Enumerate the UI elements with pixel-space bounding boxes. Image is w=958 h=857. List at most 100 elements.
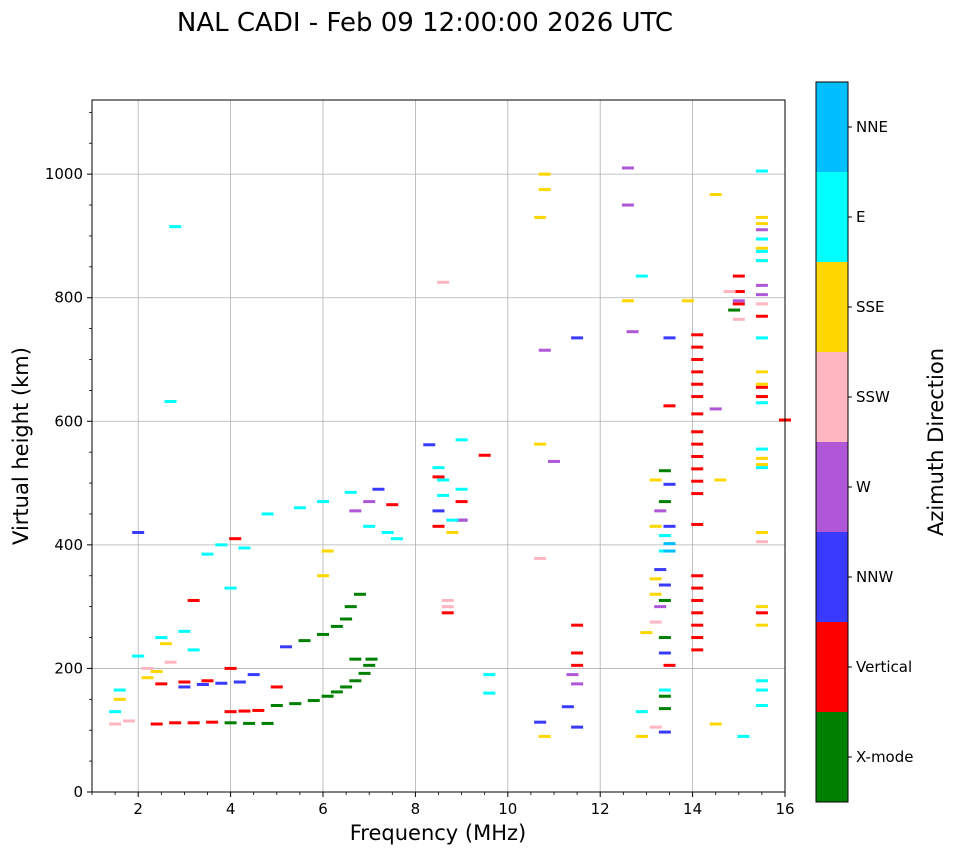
data-point-w bbox=[654, 605, 667, 609]
data-point-vertical bbox=[201, 679, 214, 683]
data-point-x-mode bbox=[658, 469, 671, 473]
data-point-e bbox=[390, 537, 403, 541]
data-point-e bbox=[344, 490, 357, 494]
data-point-e bbox=[261, 512, 274, 516]
data-point-nnw bbox=[233, 680, 246, 684]
data-point-x-mode bbox=[349, 657, 362, 661]
data-point-e bbox=[755, 704, 768, 707]
colorbar-label-nne: NNE bbox=[856, 118, 888, 136]
data-point-nnw bbox=[280, 645, 293, 649]
data-point-e bbox=[755, 401, 768, 405]
data-point-e bbox=[755, 688, 768, 692]
y-axis-label: Virtual height (km) bbox=[9, 347, 33, 545]
data-point-vertical bbox=[755, 611, 768, 615]
data-point-e bbox=[446, 518, 459, 522]
data-point-sse bbox=[755, 370, 768, 374]
x-tick-label: 16 bbox=[775, 800, 794, 818]
y-tick-label: 800 bbox=[54, 289, 83, 307]
colorbar-swatch-nne bbox=[816, 82, 848, 172]
data-point-vertical bbox=[691, 345, 704, 349]
data-point-sse bbox=[317, 574, 329, 578]
data-point-e bbox=[437, 493, 450, 497]
data-point-x-mode bbox=[658, 500, 671, 504]
data-point-e bbox=[755, 336, 768, 340]
data-point-ssw bbox=[649, 620, 662, 624]
data-point-e bbox=[755, 169, 768, 173]
data-point-e bbox=[215, 543, 228, 547]
data-point-vertical bbox=[441, 611, 454, 615]
colorbar-swatch-e bbox=[816, 172, 848, 262]
data-point-vertical bbox=[755, 385, 768, 389]
data-point-ssw bbox=[441, 605, 454, 609]
data-point-vertical bbox=[691, 611, 704, 615]
data-point-nnw bbox=[423, 443, 436, 447]
data-point-vertical bbox=[755, 314, 768, 318]
data-point-ssw bbox=[437, 280, 450, 284]
data-point-nnw bbox=[561, 705, 574, 709]
data-point-nnw bbox=[247, 673, 260, 677]
data-point-e bbox=[635, 274, 648, 278]
data-point-x-mode bbox=[658, 598, 671, 602]
data-point-vertical bbox=[691, 598, 704, 602]
data-point-e bbox=[155, 636, 168, 640]
data-point-vertical bbox=[386, 503, 399, 507]
data-point-e bbox=[455, 487, 468, 491]
data-point-vertical bbox=[252, 708, 265, 712]
data-point-e bbox=[455, 438, 468, 442]
data-point-sse bbox=[113, 697, 126, 701]
data-point-vertical bbox=[732, 274, 745, 278]
x-tick-label: 14 bbox=[683, 800, 702, 818]
data-point-ssw bbox=[755, 302, 768, 306]
data-point-vertical bbox=[691, 574, 704, 578]
data-point-nnw bbox=[178, 685, 191, 689]
colorbar-label-w: W bbox=[856, 478, 871, 496]
data-point-vertical bbox=[270, 685, 283, 689]
data-point-vertical bbox=[224, 666, 237, 670]
data-point-nnw bbox=[571, 336, 584, 340]
y-tick-label: 400 bbox=[54, 536, 83, 554]
data-point-ssw bbox=[732, 317, 745, 321]
data-point-vertical bbox=[150, 722, 163, 726]
data-point-ssw bbox=[534, 556, 547, 560]
data-point-sse bbox=[538, 172, 551, 176]
data-point-vertical bbox=[691, 623, 704, 627]
data-point-vertical bbox=[455, 500, 468, 504]
data-point-x-mode bbox=[330, 690, 343, 694]
data-point-nnw bbox=[534, 720, 547, 724]
colorbar-swatch-x-mode bbox=[816, 712, 848, 802]
data-point-vertical bbox=[571, 663, 584, 667]
colorbar-swatch-nnw bbox=[816, 532, 848, 622]
data-point-vertical bbox=[478, 453, 491, 457]
data-point-nne bbox=[663, 542, 676, 546]
data-point-sse bbox=[755, 531, 768, 534]
data-point-w bbox=[571, 682, 584, 686]
data-point-x-mode bbox=[270, 704, 283, 707]
data-point-ssw bbox=[164, 660, 177, 664]
data-point-nnw bbox=[215, 681, 228, 685]
data-point-sse bbox=[534, 215, 547, 219]
data-point-nnw bbox=[132, 531, 145, 534]
data-point-e bbox=[432, 466, 445, 470]
data-point-e bbox=[113, 688, 126, 692]
data-point-e bbox=[164, 400, 177, 404]
data-point-sse bbox=[755, 246, 768, 250]
data-point-vertical bbox=[238, 709, 251, 713]
data-point-vertical bbox=[155, 682, 168, 686]
colorbar-label-e: E bbox=[856, 208, 865, 226]
plot-frame bbox=[91, 99, 786, 793]
data-point-vertical bbox=[571, 651, 584, 655]
data-point-e bbox=[187, 648, 200, 652]
data-point-e bbox=[755, 466, 768, 470]
data-point-x-mode bbox=[321, 694, 334, 698]
data-point-vertical bbox=[691, 430, 704, 434]
data-point-sse bbox=[621, 299, 634, 303]
data-point-e bbox=[755, 249, 768, 253]
colorbar-swatch-sse bbox=[816, 262, 848, 352]
colorbar-frame bbox=[815, 81, 849, 803]
data-point-nnw bbox=[663, 336, 676, 340]
data-point-vertical bbox=[169, 721, 182, 725]
data-point-x-mode bbox=[358, 671, 371, 675]
data-point-vertical bbox=[755, 395, 768, 399]
colorbar-swatch-ssw bbox=[816, 352, 848, 442]
data-point-vertical bbox=[187, 598, 200, 602]
